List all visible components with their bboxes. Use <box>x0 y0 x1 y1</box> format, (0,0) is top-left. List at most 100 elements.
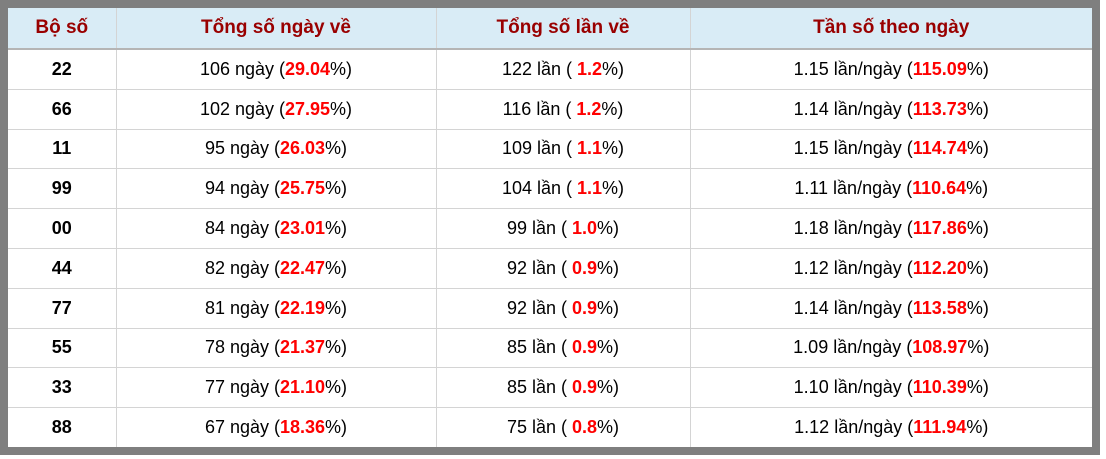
frequency-percent: 113.58 <box>912 297 967 318</box>
frequency-percent: 112.20 <box>912 257 967 278</box>
number-pair-value: 11 <box>52 138 72 159</box>
frequency-text: 1.12 lần/ngày ( <box>793 257 913 278</box>
total-times-percent: 1.1 <box>577 178 603 199</box>
frequency-suffix: %) <box>966 98 989 119</box>
total-times-text: 92 lần ( <box>506 297 572 318</box>
total-days-suffix: %) <box>325 377 348 398</box>
total-times-suffix: %) <box>597 257 620 278</box>
total-days-suffix: %) <box>325 297 348 318</box>
total-times-percent: 1.2 <box>577 58 603 79</box>
table-row: 44 82 ngày (22.47%) 92 lần ( 0.9%) 1.12 … <box>8 248 1092 289</box>
cell-total-days: 81 ngày (22.19%) <box>116 288 437 329</box>
table-row: 55 78 ngày (21.37%) 85 lần ( 0.9%) 1.09 … <box>8 328 1092 369</box>
total-days-text: 67 ngày ( <box>204 417 280 438</box>
lottery-pair-stats-table: Bộ số Tổng số ngày về Tổng số lần về Tần… <box>8 8 1092 447</box>
cell-total-times: 85 lần ( 0.9%) <box>436 367 691 409</box>
table-row: 66 102 ngày (27.95%) 116 lần ( 1.2%) 1.1… <box>8 89 1092 130</box>
cell-frequency-per-day: 1.09 lần/ngày (108.97%) <box>690 328 1092 369</box>
total-days-suffix: %) <box>325 178 348 199</box>
total-times-text: 99 lần ( <box>506 218 572 239</box>
table-row: 99 94 ngày (25.75%) 104 lần ( 1.1%) 1.11… <box>8 168 1092 210</box>
total-times-suffix: %) <box>597 218 620 239</box>
cell-number-pair: 44 <box>8 248 117 289</box>
total-times-suffix: %) <box>597 377 620 398</box>
frequency-percent: 117.86 <box>912 218 967 239</box>
number-pair-value: 00 <box>51 218 72 239</box>
cell-frequency-per-day: 1.14 lần/ngày (113.58%) <box>690 288 1092 329</box>
frequency-suffix: %) <box>966 178 989 199</box>
frequency-percent: 114.74 <box>912 138 967 159</box>
total-days-suffix: %) <box>325 337 348 358</box>
cell-number-pair: 77 <box>8 288 117 329</box>
total-days-percent: 18.36 <box>280 417 326 438</box>
total-days-suffix: %) <box>325 257 348 278</box>
table-row: 77 81 ngày (22.19%) 92 lần ( 0.9%) 1.14 … <box>8 288 1092 329</box>
cell-total-days: 77 ngày (21.10%) <box>116 367 437 409</box>
total-times-percent: 1.0 <box>572 218 598 239</box>
cell-frequency-per-day: 1.15 lần/ngày (114.74%) <box>690 129 1092 170</box>
total-days-text: 84 ngày ( <box>204 218 280 239</box>
cell-total-times: 92 lần ( 0.9%) <box>436 288 691 329</box>
frequency-percent: 110.39 <box>912 377 967 398</box>
frequency-text: 1.14 lần/ngày ( <box>793 98 913 119</box>
frequency-text: 1.09 lần/ngày ( <box>793 337 913 358</box>
cell-total-times: 122 lần ( 1.2%) <box>436 49 691 90</box>
cell-total-times: 109 lần ( 1.1%) <box>436 129 691 170</box>
column-header-bo-so: Bộ số <box>8 8 117 50</box>
frequency-suffix: %) <box>966 58 989 79</box>
total-times-text: 116 lần ( <box>502 98 577 119</box>
number-pair-value: 22 <box>51 58 72 79</box>
total-days-text: 81 ngày ( <box>204 297 280 318</box>
total-times-text: 122 lần ( <box>501 58 578 79</box>
total-days-percent: 21.37 <box>280 337 326 358</box>
number-pair-value: 99 <box>51 178 72 199</box>
cell-total-times: 99 lần ( 1.0%) <box>436 208 691 249</box>
total-days-text: 102 ngày ( <box>199 98 285 119</box>
frequency-suffix: %) <box>966 138 989 159</box>
total-times-text: 109 lần ( <box>501 138 578 159</box>
cell-frequency-per-day: 1.18 lần/ngày (117.86%) <box>690 208 1092 249</box>
total-days-percent: 27.95 <box>285 98 331 119</box>
cell-number-pair: 11 <box>8 129 117 170</box>
table-row: 33 77 ngày (21.10%) 85 lần ( 0.9%) 1.10 … <box>8 367 1092 409</box>
total-times-suffix: %) <box>602 138 625 159</box>
total-days-percent: 22.19 <box>280 297 326 318</box>
frequency-text: 1.15 lần/ngày ( <box>793 58 913 79</box>
cell-total-days: 102 ngày (27.95%) <box>116 89 437 130</box>
total-days-percent: 29.04 <box>285 58 331 79</box>
total-times-percent: 1.2 <box>576 98 602 119</box>
frequency-suffix: %) <box>967 337 990 358</box>
total-times-text: 85 lần ( <box>506 337 572 358</box>
total-times-suffix: %) <box>597 337 620 358</box>
cell-number-pair: 00 <box>8 208 117 249</box>
total-times-text: 92 lần ( <box>506 257 572 278</box>
frequency-percent: 108.97 <box>912 337 968 358</box>
cell-total-times: 75 lần ( 0.8%) <box>436 407 691 447</box>
total-days-percent: 22.47 <box>280 257 326 278</box>
cell-total-times: 85 lần ( 0.9%) <box>436 328 691 369</box>
total-days-suffix: %) <box>325 417 348 438</box>
total-days-percent: 25.75 <box>280 178 326 199</box>
cell-total-times: 116 lần ( 1.2%) <box>436 89 691 130</box>
frequency-text: 1.10 lần/ngày ( <box>793 377 913 398</box>
total-times-percent: 0.9 <box>572 377 598 398</box>
cell-number-pair: 22 <box>8 49 117 90</box>
frequency-text: 1.14 lần/ngày ( <box>793 297 913 318</box>
frequency-percent: 115.09 <box>912 58 967 79</box>
table-row: 00 84 ngày (23.01%) 99 lần ( 1.0%) 1.18 … <box>8 208 1092 249</box>
total-times-percent: 0.9 <box>572 297 598 318</box>
table-body: 22 106 ngày (29.04%) 122 lần ( 1.2%) 1.1… <box>8 49 1092 447</box>
total-times-percent: 0.9 <box>572 257 598 278</box>
frequency-suffix: %) <box>966 297 989 318</box>
total-times-suffix: %) <box>597 417 620 438</box>
cell-total-days: 84 ngày (23.01%) <box>116 208 437 249</box>
total-days-text: 95 ngày ( <box>204 138 280 159</box>
table-row: 11 95 ngày (26.03%) 109 lần ( 1.1%) 1.15… <box>8 129 1092 170</box>
number-pair-value: 44 <box>51 257 72 278</box>
number-pair-value: 88 <box>51 417 72 438</box>
cell-total-days: 95 ngày (26.03%) <box>116 129 437 170</box>
total-days-text: 77 ngày ( <box>204 377 280 398</box>
cell-number-pair: 33 <box>8 367 117 409</box>
frequency-text: 1.11 lần/ngày ( <box>794 178 913 199</box>
